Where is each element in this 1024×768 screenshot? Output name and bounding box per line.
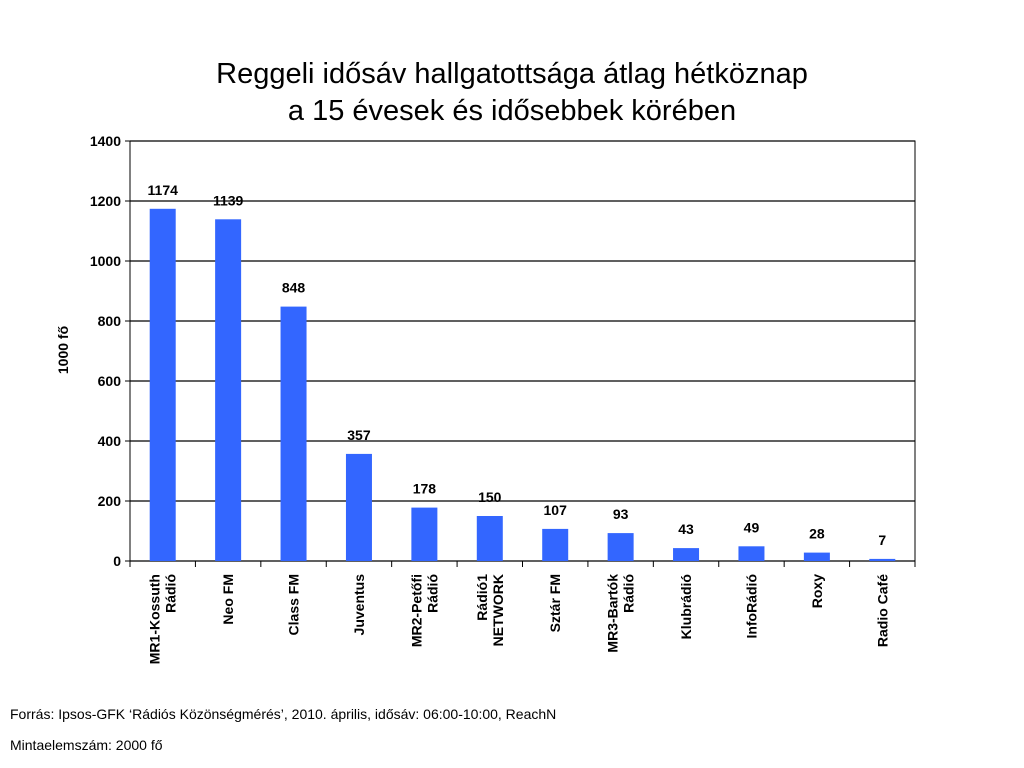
chart-title: Reggeli idősáv hallgatottsága átlag hétk… — [0, 56, 1024, 130]
data-label: 1174 — [148, 182, 179, 198]
x-tick-label-line: Juventus — [351, 574, 367, 636]
x-tick-label: Juventus — [351, 574, 367, 636]
x-tick-label-line: Rádió — [424, 574, 440, 613]
x-tick-label-line: InfoRádió — [743, 574, 759, 639]
x-tick-label-line: Rádió — [621, 574, 637, 613]
x-tick-label: Klubrádió — [678, 574, 694, 639]
bar — [738, 546, 765, 561]
x-tick-label-line: Neo FM — [220, 574, 236, 625]
bar — [607, 533, 634, 561]
bar — [411, 507, 438, 561]
data-label: 848 — [282, 280, 306, 296]
chart-title-line-1: Reggeli idősáv hallgatottsága átlag hétk… — [216, 58, 808, 90]
bar — [345, 453, 372, 561]
bar — [673, 548, 700, 561]
data-label: 357 — [347, 427, 371, 443]
data-label: 107 — [544, 502, 568, 518]
data-label: 178 — [413, 481, 437, 497]
y-tick-label: 200 — [98, 493, 122, 509]
x-tick-label-line: Class FM — [286, 574, 302, 635]
bar — [803, 552, 830, 561]
x-tick-label-line: Rádió1 — [474, 574, 490, 621]
x-tick-label-line: Sztár FM — [547, 574, 563, 632]
bar — [476, 516, 503, 561]
x-tick-label-line: MR1-Kossuth — [147, 574, 163, 664]
y-tick-label: 0 — [113, 553, 121, 569]
data-label: 150 — [478, 489, 502, 505]
bar — [280, 306, 307, 561]
data-label: 49 — [744, 519, 760, 535]
y-tick-label: 1000 — [90, 253, 121, 269]
y-tick-label: 800 — [98, 313, 122, 329]
x-tick-label: Class FM — [286, 574, 302, 635]
data-label: 7 — [878, 532, 886, 548]
x-tick-label: Rádió1 NETWORK — [474, 574, 506, 647]
bar — [542, 528, 569, 561]
bar — [149, 208, 176, 562]
x-tick-label-line: MR2-Petőfi — [408, 574, 424, 647]
data-label: 28 — [809, 526, 825, 542]
bar — [215, 219, 242, 562]
data-label: 93 — [613, 506, 629, 522]
sample-size-note: Mintaelemszám: 2000 fő — [10, 737, 163, 753]
x-tick-label: MR2-Petőfi Rádió — [408, 574, 440, 647]
x-tick-label-line: Rádió — [163, 574, 179, 613]
x-tick-label-line: MR3-Bartók — [605, 574, 621, 653]
x-tick-label-line: Klubrádió — [678, 574, 694, 639]
data-label: 1139 — [213, 192, 244, 208]
x-tick-label: Roxy — [809, 574, 825, 608]
source-note: Forrás: Ipsos-GFK ‘Rádiós Közönségmérés’… — [10, 706, 557, 722]
x-tick-label: Sztár FM — [547, 574, 563, 632]
x-tick-label: Radio Café — [874, 574, 890, 647]
x-tick-label: MR3-Bartók Rádió — [605, 574, 637, 653]
x-tick-label-line: Radio Café — [874, 574, 890, 647]
x-tick-label-line: Roxy — [809, 574, 825, 608]
y-tick-label: 600 — [98, 373, 122, 389]
x-tick-label: MR1-Kossuth Rádió — [147, 574, 179, 664]
x-tick-label: Neo FM — [220, 574, 236, 625]
grid-lines — [129, 140, 916, 562]
bar — [869, 558, 896, 561]
x-tick-label-line: NETWORK — [490, 574, 506, 646]
chart-title-line-2: a 15 évesek és idősebbek körében — [287, 95, 737, 127]
y-tick-label: 1200 — [90, 193, 121, 209]
x-tick-label: InfoRádió — [743, 574, 759, 639]
bars — [149, 208, 896, 562]
y-tick-label: 1400 — [90, 133, 121, 149]
y-tick-label: 400 — [98, 433, 122, 449]
plot-area-frame — [129, 140, 916, 562]
data-labels: 1174 1139 848 357 178 150 107 93 43 49 28 7 — [148, 182, 887, 548]
data-label: 43 — [678, 521, 694, 537]
y-axis-label: 1000 fő — [55, 326, 71, 374]
